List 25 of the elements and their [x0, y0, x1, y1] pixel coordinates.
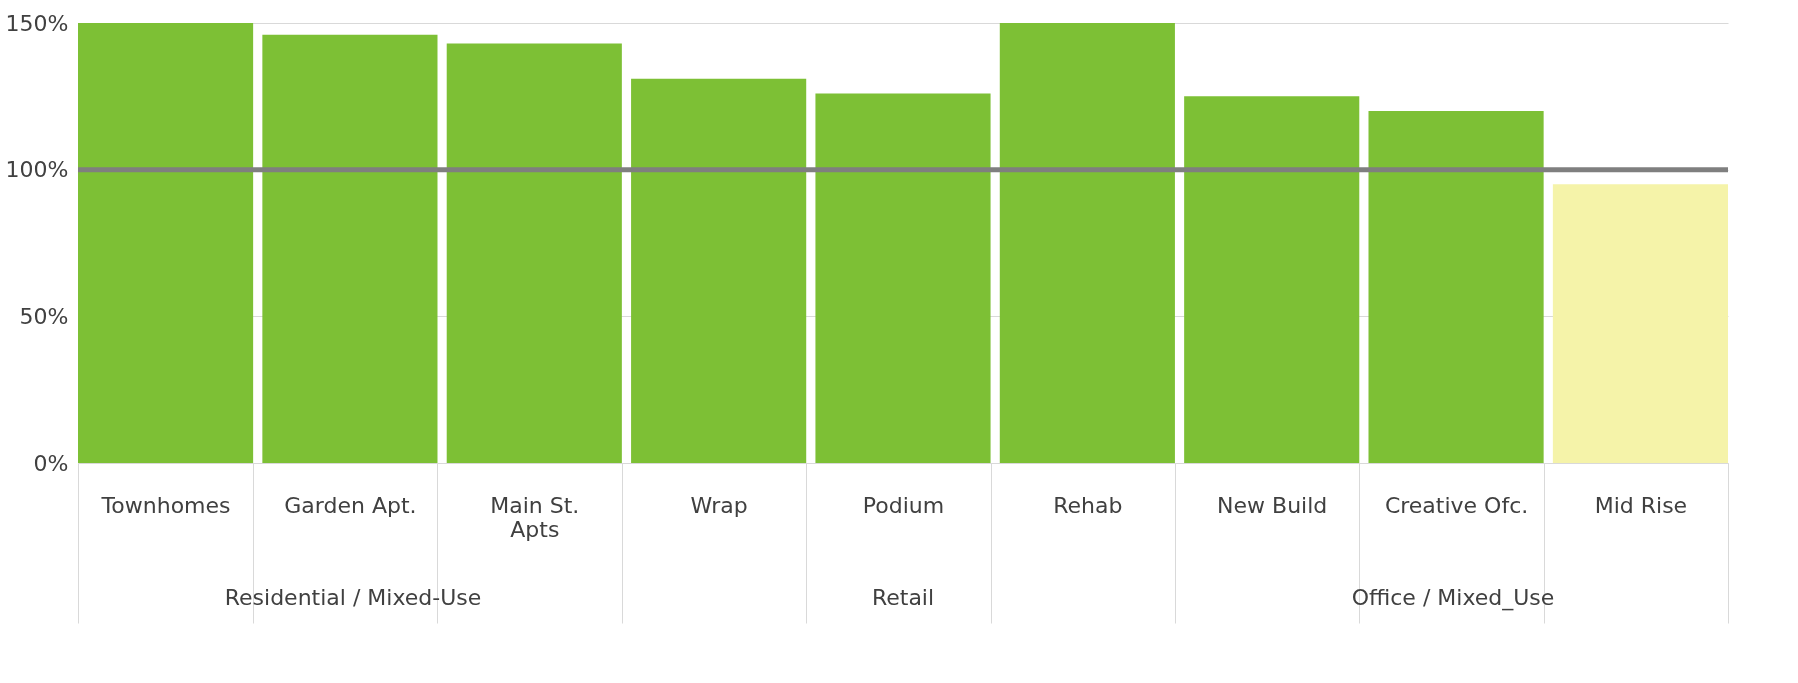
y-tick-label: 100% [5, 157, 69, 183]
y-tick-label: 0% [33, 450, 69, 476]
x-tick-label: Mid Rise [1594, 492, 1688, 518]
bar [815, 93, 991, 463]
text: Office / Mixed_Use [1351, 585, 1555, 611]
bar [1184, 96, 1360, 463]
bar [1552, 184, 1728, 463]
y-tick-label: 50% [19, 303, 69, 329]
bar [78, 23, 254, 463]
x-tick-label: New Build [1217, 492, 1328, 518]
bar [999, 23, 1175, 463]
x-tick-label: Townhomes [100, 492, 231, 518]
y-tick-label: 150% [5, 10, 69, 36]
x-tick-label: Rehab [1053, 492, 1123, 518]
text: Retail [871, 585, 935, 610]
x-tick-label: Main St. Apts [490, 492, 580, 542]
bar [262, 34, 438, 463]
x-tick-label: Garden Apt. [284, 492, 417, 518]
bar [446, 43, 622, 463]
text: Residential / Mixed-Use [224, 585, 482, 610]
x-tick-label: Podium [862, 492, 945, 518]
bar [631, 78, 807, 463]
x-tick-label: Creative Ofc. [1384, 492, 1529, 518]
x-tick-label: Wrap [690, 492, 748, 518]
bar [1368, 111, 1544, 463]
